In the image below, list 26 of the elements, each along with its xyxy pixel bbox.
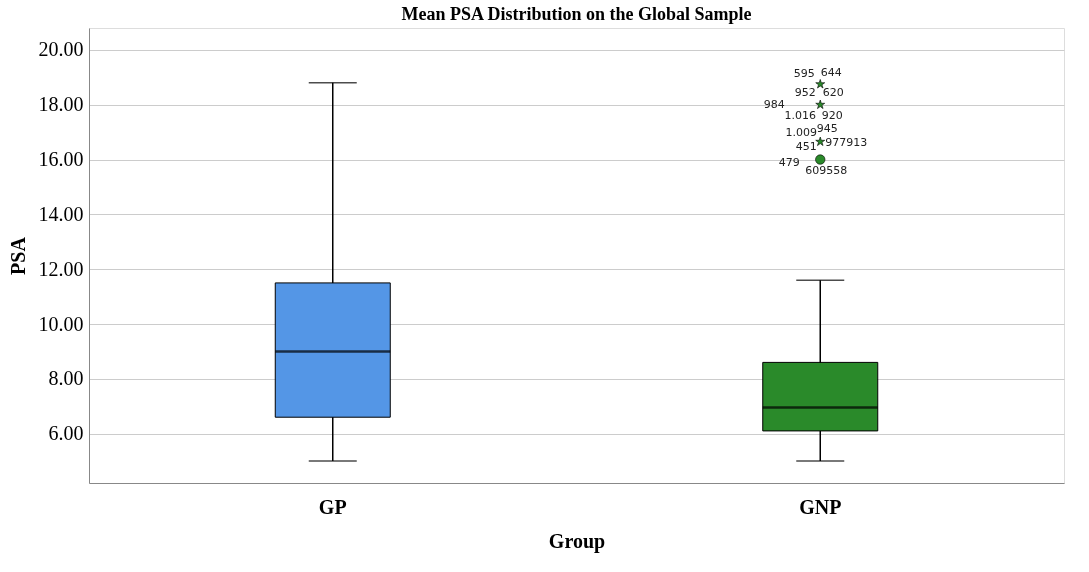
y-tick-label: 10.00 [38, 312, 84, 335]
y-tick-label: 8.00 [48, 367, 84, 390]
annotation: 945 [816, 121, 838, 135]
y-tick-label: 6.00 [48, 422, 84, 445]
annotation: 644 [820, 66, 842, 80]
chart-title: Mean PSA Distribution on the Global Sample [401, 4, 752, 24]
y-tick-label: 20.00 [38, 38, 84, 61]
y-tick-label: 14.00 [38, 202, 84, 225]
annotation: 479 [778, 155, 800, 169]
annotation: 1.016 [784, 108, 816, 122]
annotation: 1.009 [785, 125, 817, 139]
y-tick-label: 18.00 [38, 93, 84, 116]
annotation: 595 [793, 67, 815, 81]
x-axis-title: Group [548, 529, 606, 553]
x-tick-label: GNP [799, 495, 842, 518]
annotation: 977913 [825, 135, 868, 149]
annotation: 952 [794, 85, 816, 99]
annotation: 609558 [805, 163, 848, 177]
y-tick-label: 16.00 [38, 148, 84, 171]
annotation: 620 [822, 85, 844, 99]
annotation: 451 [795, 139, 817, 153]
annotation: 920 [821, 108, 843, 122]
y-tick-label: 12.00 [38, 257, 84, 280]
annotation: 984 [763, 97, 785, 111]
y-axis-title: PSA [6, 236, 29, 275]
x-tick-label: GP [318, 495, 347, 518]
